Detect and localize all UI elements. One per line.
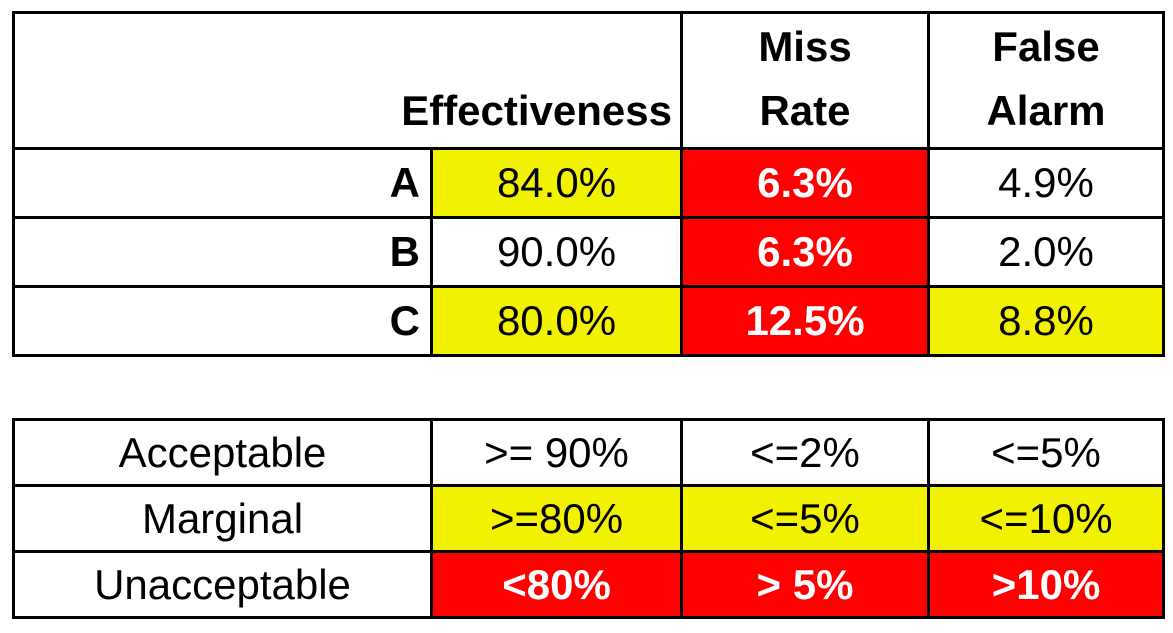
legend-label: Unacceptable [12,550,433,619]
effectiveness-cell: 80.0% [430,285,683,357]
effectiveness-cell: 90.0% [430,216,683,288]
results-row-c: C 80.0% 12.5% 8.8% [12,285,1165,357]
row-label: B [12,216,433,288]
results-table: Effectiveness Miss Rate False Alarm A 84.0… [12,11,1165,357]
legend-effectiveness-threshold: >= 90% [430,418,683,487]
false-alarm-cell: 2.0% [927,216,1165,288]
legend-row-marginal: Marginal >=80% <=5% <=10% [12,484,1165,553]
effectiveness-header: Effectiveness [12,11,683,150]
legend-label: Marginal [12,484,433,553]
results-header-row: Effectiveness Miss Rate False Alarm [12,11,1165,150]
legend-miss-rate-threshold: > 5% [680,550,930,619]
legend-false-alarm-threshold: <=10% [927,484,1165,553]
false-alarm-header-line2: Alarm [986,87,1106,134]
row-label: A [12,147,433,219]
legend-row-unacceptable: Unacceptable <80% > 5% >10% [12,550,1165,619]
effectiveness-cell: 84.0% [430,147,683,219]
false-alarm-header: False Alarm [927,11,1165,150]
legend-miss-rate-threshold: <=2% [680,418,930,487]
miss-rate-cell: 12.5% [680,285,930,357]
false-alarm-header-line1: False [992,23,1100,70]
false-alarm-cell: 4.9% [927,147,1165,219]
miss-rate-cell: 6.3% [680,147,930,219]
miss-rate-cell: 6.3% [680,216,930,288]
row-label: C [12,285,433,357]
miss-rate-header-line2: Rate [759,87,851,134]
legend-row-acceptable: Acceptable >= 90% <=2% <=5% [12,418,1165,487]
legend-false-alarm-threshold: >10% [927,550,1165,619]
legend-table: Acceptable >= 90% <=2% <=5% Marginal >=8… [12,418,1165,619]
results-row-a: A 84.0% 6.3% 4.9% [12,147,1165,219]
results-row-b: B 90.0% 6.3% 2.0% [12,216,1165,288]
legend-false-alarm-threshold: <=5% [927,418,1165,487]
legend-label: Acceptable [12,418,433,487]
miss-rate-header-line1: Miss [758,23,852,70]
false-alarm-cell: 8.8% [927,285,1165,357]
legend-effectiveness-threshold: <80% [430,550,683,619]
miss-rate-header: Miss Rate [680,11,930,150]
legend-effectiveness-threshold: >=80% [430,484,683,553]
legend-miss-rate-threshold: <=5% [680,484,930,553]
